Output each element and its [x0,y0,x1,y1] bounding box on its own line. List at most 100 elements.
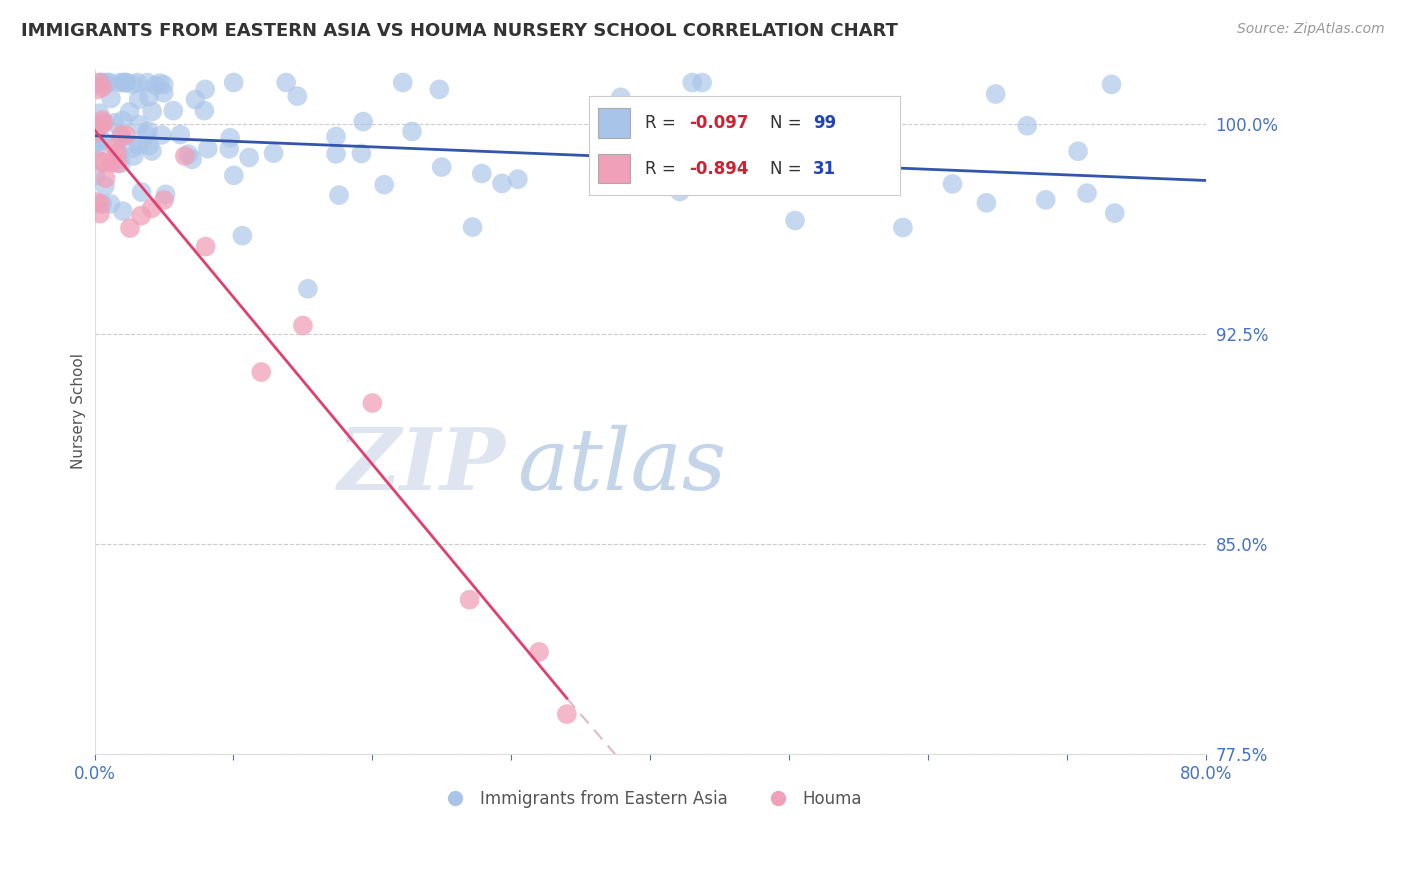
Point [89,206,111,220]
Point [91,80,114,95]
Point [1067,145,1090,159]
Point [361,396,384,410]
Point [690,76,713,90]
Point [222,169,245,183]
Point [84,194,107,209]
Point [169,128,191,142]
Point [145,78,167,93]
Point [129,209,152,223]
Point [96,76,118,90]
Point [141,104,163,119]
Point [112,76,135,90]
Text: IMMIGRANTS FROM EASTERN ASIA VS HOUMA NURSERY SCHOOL CORRELATION CHART: IMMIGRANTS FROM EASTERN ASIA VS HOUMA NU… [21,22,898,40]
Point [231,228,253,243]
Point [391,76,413,90]
Point [91,76,114,90]
Point [976,195,998,210]
Point [461,220,484,235]
Point [1035,193,1057,207]
Point [91,113,114,128]
Point [1076,186,1098,201]
Point [177,147,200,161]
Point [984,87,1007,101]
Point [94,179,117,194]
Point [555,707,578,722]
Point [263,146,285,161]
Point [669,185,692,199]
Point [91,133,114,147]
Point [238,151,260,165]
Point [591,168,613,182]
Point [131,185,153,199]
Point [218,142,240,156]
Point [291,318,314,333]
Point [427,82,450,96]
Point [891,220,914,235]
Point [681,76,703,90]
Point [87,135,110,149]
Point [1101,78,1123,92]
Point [285,89,308,103]
Point [114,76,136,90]
Point [84,169,107,183]
Point [115,128,138,143]
Point [1017,119,1039,133]
Point [325,147,347,161]
Point [111,113,134,128]
Point [471,167,494,181]
Point [325,129,347,144]
Point [115,76,138,90]
Y-axis label: Nursery School: Nursery School [72,353,86,469]
Point [181,153,204,167]
Point [138,138,160,153]
Point [91,77,114,91]
Point [98,76,121,90]
Text: Source: ZipAtlas.com: Source: ZipAtlas.com [1237,22,1385,37]
Point [219,130,242,145]
Point [108,76,131,90]
Point [197,142,219,156]
Point [162,103,184,118]
Point [89,119,111,133]
Point [458,592,481,607]
Text: atlas: atlas [517,425,725,508]
Text: ZIP: ZIP [337,425,506,508]
Point [136,124,159,138]
Point [110,130,132,145]
Point [1104,206,1126,220]
Point [127,76,149,90]
Point [86,141,108,155]
Point [89,196,111,211]
Point [89,154,111,169]
Point [94,171,117,186]
Point [194,239,217,253]
Point [350,146,373,161]
Point [128,137,150,152]
Point [297,282,319,296]
Point [136,76,159,90]
Point [783,213,806,227]
Point [352,114,374,128]
Point [110,128,132,142]
Point [173,149,195,163]
Point [138,89,160,103]
Point [155,187,177,202]
Point [118,221,141,235]
Legend: Immigrants from Eastern Asia, Houma: Immigrants from Eastern Asia, Houma [432,783,869,814]
Point [506,172,529,186]
Point [152,86,174,100]
Point [141,144,163,158]
Point [430,160,453,174]
Point [193,103,215,118]
Point [93,115,115,129]
Point [276,76,298,90]
Point [84,117,107,131]
Point [122,149,145,163]
Point [91,197,114,211]
Point [100,155,122,169]
Point [89,106,111,120]
Point [184,93,207,107]
Point [100,91,122,105]
Point [104,140,127,154]
Point [105,145,128,160]
